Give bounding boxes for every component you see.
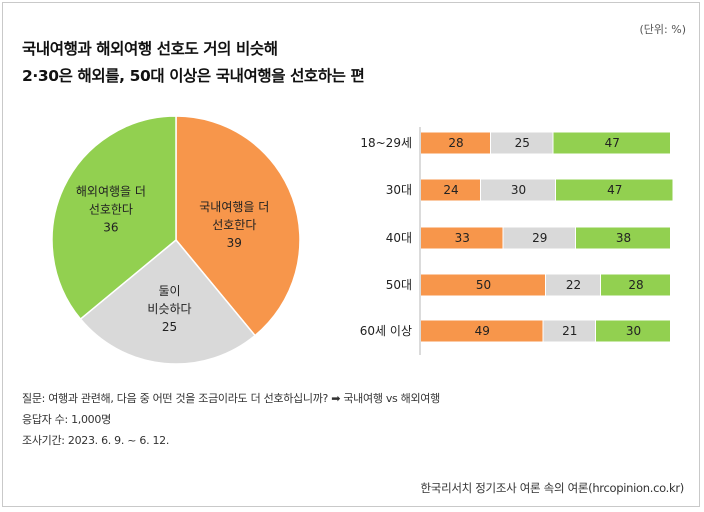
pie-label-overseas: 선호한다 — [89, 202, 133, 216]
bar-value-neutral: 29 — [532, 231, 547, 245]
bar-value-domestic: 50 — [476, 278, 491, 292]
bar-segment-domestic — [421, 274, 545, 296]
bar-segment-overseas — [601, 274, 670, 296]
bar-value-overseas: 47 — [607, 183, 622, 197]
bar-value-neutral: 22 — [566, 278, 581, 292]
pie-label-domestic: 선호한다 — [212, 218, 256, 232]
title-line-1: 국내여행과 해외여행 선호도 거의 비슷해 — [22, 40, 278, 58]
bar-value-overseas: 30 — [626, 324, 641, 338]
pie-slice-domestic — [175, 115, 301, 337]
pie-label-domestic: 국내여행을 더 — [199, 199, 269, 214]
title-line-2: 2·30은 해외를, 50대 이상은 국내여행을 선호하는 편 — [22, 67, 365, 85]
bar-value-overseas: 38 — [616, 231, 631, 245]
bar-category-label: 30대 — [386, 183, 412, 197]
bar-segment-neutral — [481, 179, 555, 201]
bar-category-label: 50대 — [386, 278, 412, 292]
chart-title: 국내여행과 해외여행 선호도 거의 비슷해 2·30은 해외를, 50대 이상은… — [22, 36, 365, 90]
survey-notes: 질문: 여행과 관련해, 다음 중 어떤 것을 조금이라도 더 선호하십니까? … — [22, 388, 440, 451]
bar-value-neutral: 25 — [515, 136, 530, 150]
pie-value-overseas: 36 — [103, 220, 118, 234]
bar-value-overseas: 28 — [628, 278, 643, 292]
bar-value-domestic: 49 — [475, 324, 490, 338]
bar-segment-neutral — [503, 227, 575, 249]
bar-segment-overseas — [553, 132, 670, 154]
bar-segment-domestic — [421, 179, 480, 201]
pie-label-neutral: 둘이 — [158, 284, 180, 298]
bar-segment-domestic — [421, 320, 543, 342]
bar-segment-domestic — [421, 227, 503, 249]
bar-value-neutral: 30 — [511, 183, 526, 197]
stacked-bar-chart: 18~29세 28 25 47 30대 24 30 47 40대 33 29 38 50대 50 22 28 6… — [360, 127, 673, 355]
pie-value-neutral: 25 — [162, 320, 177, 334]
bar-value-domestic: 28 — [448, 136, 463, 150]
survey-respondents: 응답자 수: 1,000명 — [22, 413, 111, 426]
pie-label-overseas: 해외여행을 더 — [76, 183, 146, 198]
bar-segment-neutral — [543, 320, 595, 342]
source-credit: 한국리서치 정기조사 여론 속의 여론(hrcopinion.co.kr) — [420, 481, 685, 495]
bar-segment-neutral — [491, 132, 553, 154]
bar-value-domestic: 24 — [443, 183, 458, 197]
bar-segment-domestic — [421, 132, 490, 154]
bar-segment-overseas — [556, 179, 673, 201]
bar-value-domestic: 33 — [455, 231, 470, 245]
unit-label: (단위: %) — [639, 23, 686, 36]
bar-category-label: 18~29세 — [360, 136, 412, 150]
survey-period: 조사기간: 2023. 6. 9. ~ 6. 12. — [22, 434, 170, 447]
bar-value-neutral: 21 — [562, 324, 577, 338]
bar-value-overseas: 47 — [605, 136, 620, 150]
pie-slice-neutral — [79, 238, 257, 365]
survey-question: 질문: 여행과 관련해, 다음 중 어떤 것을 조금이라도 더 선호하십니까? … — [22, 392, 440, 405]
pie-value-domestic: 39 — [227, 236, 242, 250]
pie-label-neutral: 비슷하다 — [147, 302, 191, 316]
bar-segment-overseas — [596, 320, 670, 342]
bar-segment-overseas — [576, 227, 670, 249]
bar-segment-neutral — [546, 274, 600, 296]
pie-slice-overseas — [51, 115, 177, 321]
bar-category-label: 60세 이상 — [360, 324, 412, 338]
bar-category-label: 40대 — [386, 231, 412, 245]
